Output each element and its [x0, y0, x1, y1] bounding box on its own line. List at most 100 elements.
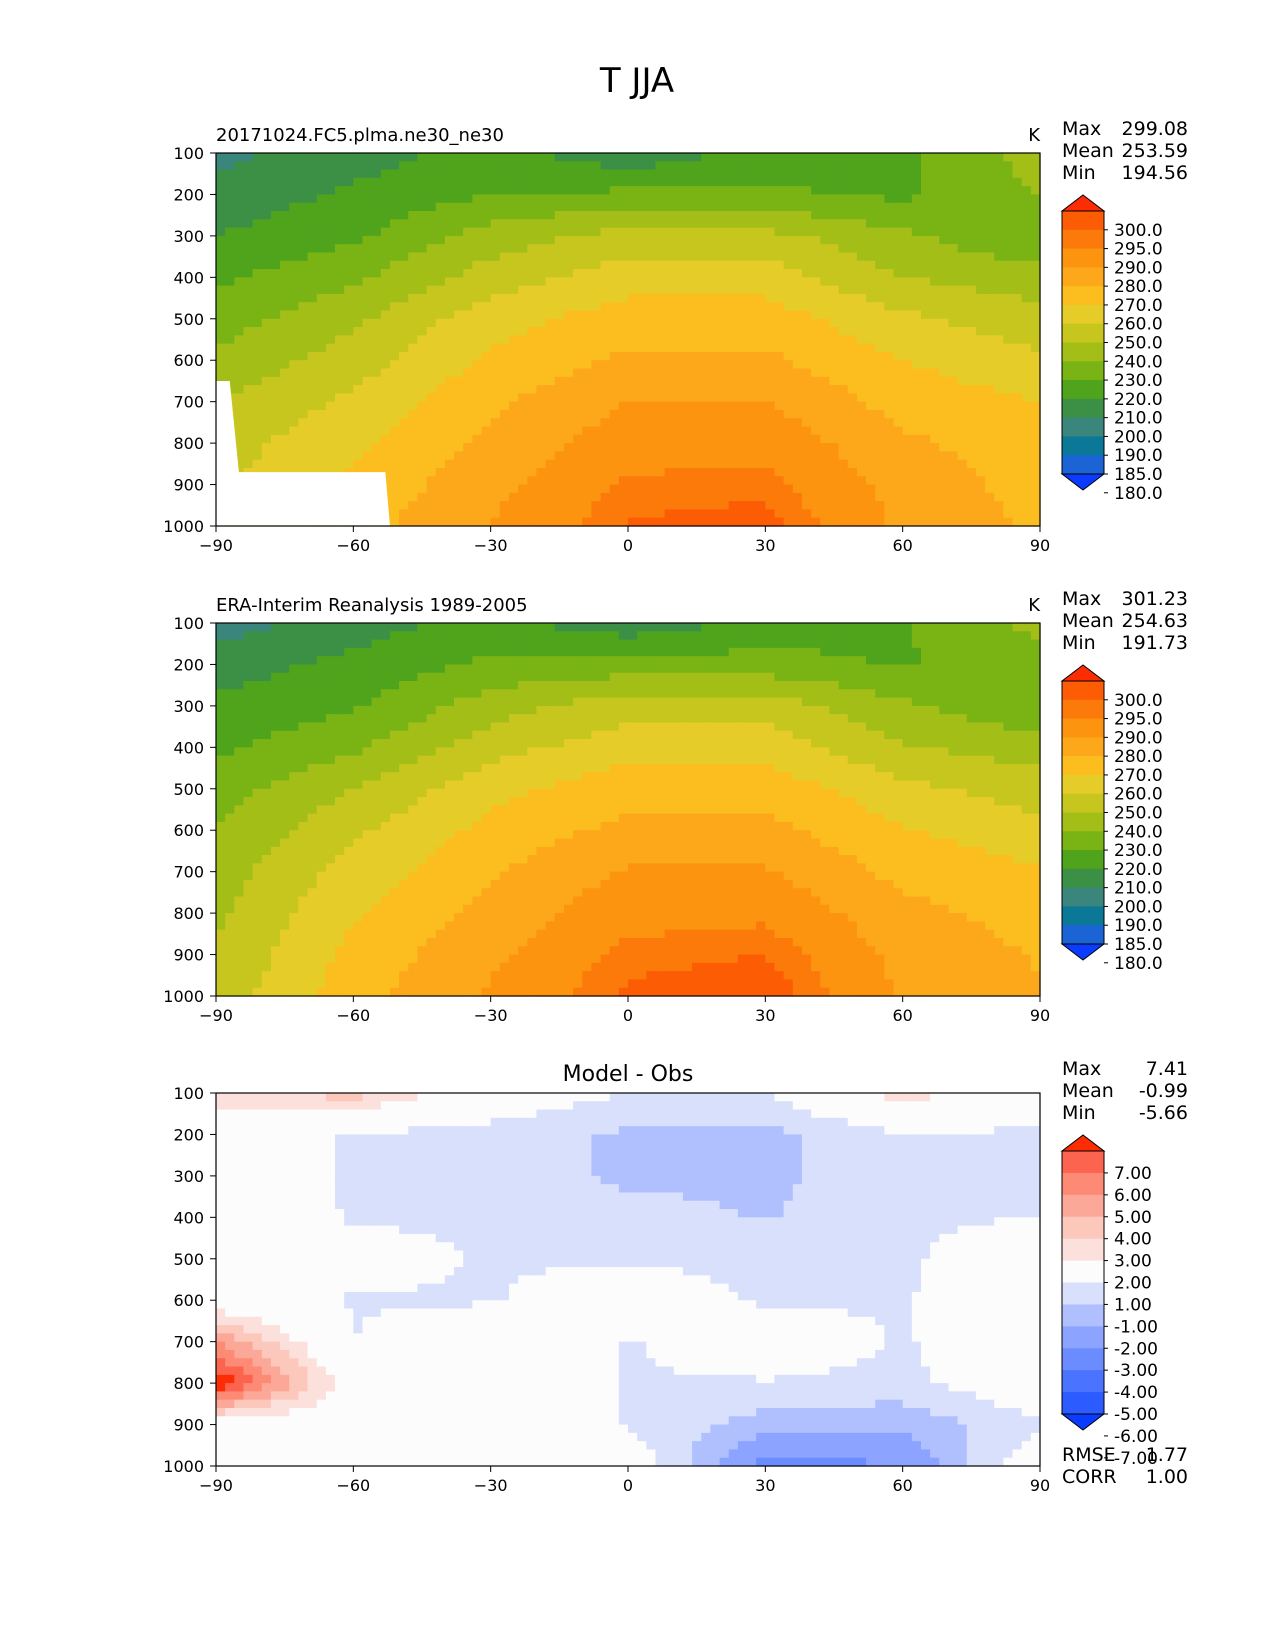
- contour-cell: [1021, 672, 1032, 682]
- contour-cell: [527, 409, 538, 419]
- contour-cell: [1003, 227, 1014, 237]
- contour-cell: [701, 401, 711, 411]
- contour-cell: [225, 244, 235, 254]
- contour-cell: [893, 409, 904, 419]
- contour-cell: [600, 459, 611, 469]
- contour-cell: [628, 681, 638, 690]
- contour-cell: [682, 302, 693, 312]
- contour-cell: [454, 177, 464, 187]
- contour-cell: [930, 647, 940, 657]
- contour-cell: [911, 335, 922, 345]
- contour-cell: [582, 244, 592, 254]
- contour-cell: [527, 302, 538, 312]
- y-tick-label: 400: [173, 268, 204, 287]
- contour-cell: [838, 467, 849, 477]
- contour-cell: [664, 409, 675, 419]
- contour-cell: [573, 664, 583, 674]
- contour-cell: [655, 194, 666, 204]
- contour-cell: [261, 376, 272, 386]
- contour-cell: [975, 681, 986, 690]
- contour-cell: [573, 681, 583, 690]
- contour-cell: [618, 664, 629, 674]
- contour-cell: [719, 656, 730, 666]
- contour-cell: [573, 310, 583, 320]
- contour-cell: [866, 169, 876, 179]
- contour-cell: [444, 343, 455, 353]
- contour-cell: [618, 672, 629, 682]
- contour-cell: [673, 647, 684, 657]
- contour-cell: [417, 285, 428, 295]
- contour-cell: [527, 202, 538, 212]
- plot-area: [216, 623, 1041, 997]
- contour-cell: [463, 484, 473, 494]
- contour-cell: [591, 202, 602, 212]
- contour-cell: [435, 517, 446, 527]
- contour-cell: [728, 368, 739, 378]
- contour-cell: [966, 385, 977, 394]
- contour-cell: [811, 177, 821, 187]
- contour-cell: [417, 409, 428, 419]
- contour-cell: [893, 360, 904, 370]
- contour-cell: [234, 153, 245, 162]
- contour-cell: [765, 186, 776, 196]
- contour-cell: [289, 161, 299, 171]
- contour-cell: [875, 219, 885, 229]
- contour-cell: [920, 285, 931, 295]
- contour-cell: [435, 318, 446, 328]
- contour-cell: [380, 161, 391, 171]
- contour-cell: [820, 252, 831, 262]
- contour-cell: [426, 235, 437, 245]
- contour-cell: [344, 277, 354, 287]
- contour-cell: [893, 443, 904, 452]
- contour-cell: [252, 177, 263, 187]
- contour-cell: [792, 393, 803, 403]
- contour-cell: [902, 501, 913, 511]
- contour-cell: [792, 285, 803, 295]
- contour-cell: [811, 211, 821, 220]
- contour-cell: [234, 697, 245, 707]
- contour-cell: [389, 277, 400, 287]
- contour-cell: [408, 186, 419, 196]
- contour-cell: [756, 476, 766, 486]
- contour-cell: [563, 418, 574, 428]
- contour-cell: [1021, 186, 1032, 196]
- contour-cell: [646, 509, 657, 519]
- contour-cell: [408, 697, 419, 707]
- contour-cell: [966, 476, 977, 486]
- contour-cell: [609, 426, 620, 436]
- contour-cell: [371, 293, 382, 303]
- contour-cell: [774, 153, 785, 162]
- contour-cell: [637, 351, 647, 361]
- contour-cell: [325, 647, 336, 657]
- contour-cell: [426, 476, 437, 486]
- contour-cell: [444, 260, 455, 270]
- contour-cell: [801, 401, 812, 411]
- contour-cell: [508, 169, 519, 179]
- contour-cell: [289, 434, 299, 444]
- contour-cell: [646, 656, 657, 666]
- colorbar-label: 210.0: [1114, 409, 1163, 429]
- contour-cell: [737, 302, 748, 312]
- contour-cell: [380, 467, 391, 477]
- contour-cell: [472, 211, 483, 220]
- contour-cell: [563, 235, 574, 245]
- contour-cell: [335, 443, 345, 452]
- contour-cell: [737, 476, 748, 486]
- colorbar-segment: [1062, 211, 1104, 231]
- contour-cell: [216, 343, 226, 353]
- contour-cell: [664, 244, 675, 254]
- colorbar-segment: [1062, 455, 1104, 475]
- contour-cell: [362, 169, 373, 179]
- contour-cell: [536, 360, 547, 370]
- contour-cell: [1003, 161, 1014, 171]
- contour-cell: [472, 492, 483, 502]
- contour-cell: [701, 260, 711, 270]
- contour-cell: [637, 639, 647, 649]
- contour-cell: [399, 393, 409, 403]
- contour-cell: [499, 351, 510, 361]
- contour-cell: [280, 169, 290, 179]
- contour-cell: [252, 418, 263, 428]
- contour-cell: [664, 426, 675, 436]
- contour-cell: [527, 368, 538, 378]
- contour-cell: [948, 631, 959, 641]
